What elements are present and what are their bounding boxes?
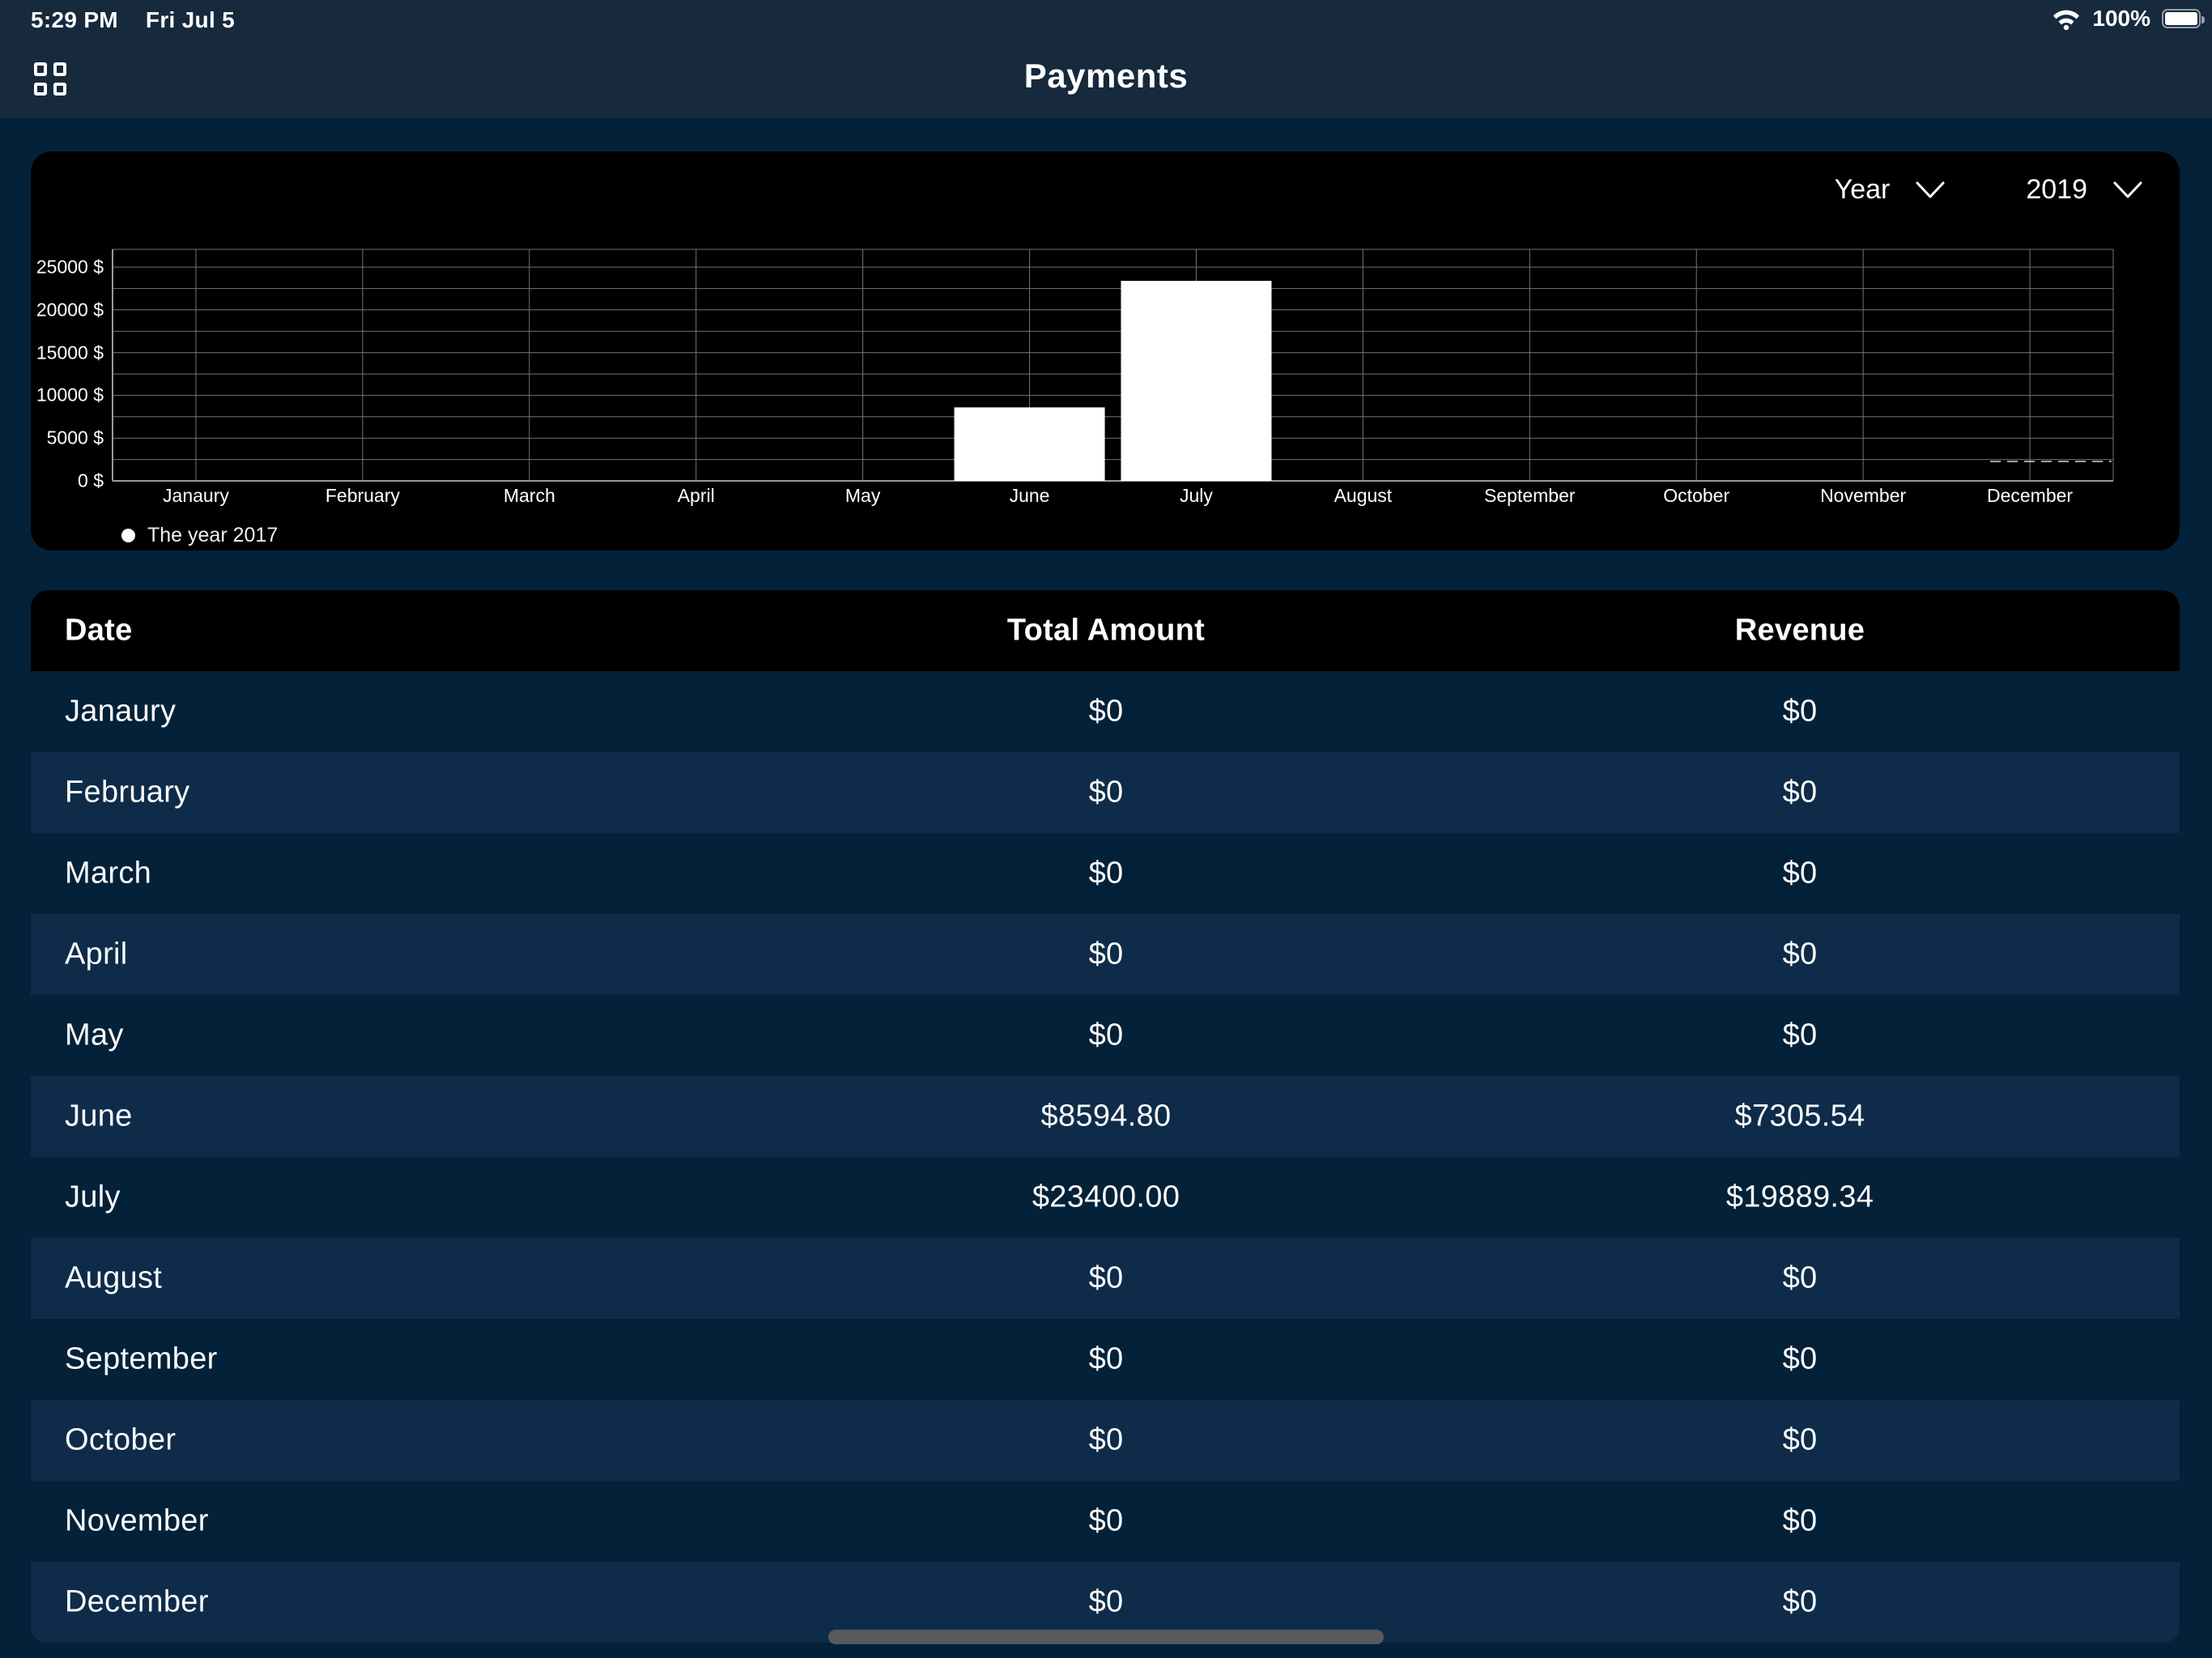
status-date: Fri Jul 5 [145,7,235,32]
row-date: November [65,1503,209,1538]
row-total-amount: $0 [1088,775,1124,810]
status-time: 5:29 PM [31,7,118,32]
y-tick-label: 0 $ [78,470,104,491]
row-date: October [65,1422,177,1457]
row-revenue: $0 [1782,1018,1818,1052]
table-row-august: August $0 $0 [31,1238,2180,1319]
row-date: September [65,1341,218,1376]
table-body: Janaury $0 $0 February $0 $0 March $0 $0 April $0 $… [31,671,2180,1643]
row-revenue: $0 [1782,1503,1818,1538]
page-title: Payments [1023,57,1189,95]
row-total-amount: $8594.80 [1040,1099,1172,1133]
battery-icon [2162,9,2205,28]
row-revenue: $0 [1782,694,1818,729]
table-row-janaury: Janaury $0 $0 [31,671,2180,752]
bar-june [954,407,1105,481]
chart-legend: The year 2017 [121,524,278,547]
row-revenue: $0 [1782,1261,1818,1295]
row-revenue: $19889.34 [1725,1180,1874,1214]
chevron-down-icon [2113,181,2142,199]
x-tick-label: Janaury [163,485,229,506]
row-date: July [65,1180,121,1214]
table-row-may: May $0 $0 [31,995,2180,1076]
row-revenue: $0 [1782,856,1818,891]
x-tick-label: November [1820,485,1907,506]
y-tick-label: 25000 $ [36,256,104,278]
row-total-amount: $0 [1088,1584,1124,1619]
table-header: Date Total Amount Revenue [31,590,2180,671]
y-tick-label: 10000 $ [36,384,104,406]
row-revenue: $0 [1782,937,1818,971]
table-row-september: September $0 $0 [31,1319,2180,1400]
legend-dot-icon [121,529,135,542]
x-tick-label: December [1986,485,2074,506]
table-row-march: March $0 $0 [31,833,2180,914]
column-header-total: Total Amount [1006,613,1206,648]
row-total-amount: $0 [1088,1018,1124,1052]
table-row-april: April $0 $0 [31,914,2180,995]
row-revenue: $0 [1782,1341,1818,1376]
x-tick-label: October [1663,485,1730,506]
period-dropdown[interactable]: Year [1835,174,1946,206]
year-dropdown-value: 2019 [2026,174,2087,205]
row-total-amount: $23400.00 [1032,1180,1180,1214]
bar-chart [112,249,2114,482]
row-date: August [65,1261,163,1295]
table-row-november: November $0 $0 [31,1481,2180,1562]
bar-july [1121,280,1272,481]
row-total-amount: $0 [1088,1341,1124,1376]
period-dropdown-label: Year [1834,174,1891,205]
x-tick-label: February [325,485,400,506]
row-date: December [65,1584,209,1619]
row-revenue: $0 [1782,775,1818,810]
status-bar-right: 100% [2052,6,2205,32]
table-row-february: February $0 $0 [31,752,2180,833]
battery-percent: 100% [2092,6,2150,31]
row-date: April [65,937,128,971]
x-tick-label: August [1334,485,1393,506]
row-date: June [65,1099,133,1133]
row-total-amount: $0 [1088,1261,1124,1295]
column-header-date: Date [65,613,133,648]
row-revenue: $0 [1782,1422,1818,1457]
x-tick-label: May [844,485,881,506]
apps-grid-icon[interactable] [34,62,66,96]
row-date: March [65,856,152,891]
row-total-amount: $0 [1088,856,1124,891]
row-total-amount: $0 [1088,937,1124,971]
x-tick-label: September [1484,485,1576,506]
table-row-october: October $0 $0 [31,1400,2180,1481]
row-revenue: $0 [1782,1584,1818,1619]
row-date: May [65,1018,124,1052]
table-row-july: July $23400.00 $19889.34 [31,1157,2180,1238]
row-date: February [65,775,190,810]
chart-controls: Year 2019 [1835,174,2142,206]
y-tick-label: 20000 $ [36,299,104,321]
chart-panel: Year 2019 0 $ 5000 $ 10000 $ 15000 $ 20000 $… [31,151,2180,551]
chevron-down-icon [1916,181,1945,199]
year-dropdown[interactable]: 2019 [2026,174,2142,206]
row-total-amount: $0 [1088,1503,1124,1538]
wifi-icon [2052,8,2081,30]
y-tick-label: 15000 $ [36,342,104,363]
table-row-december: December $0 $0 [31,1562,2180,1643]
y-tick-label: 5000 $ [46,427,104,449]
status-bar-left: 5:29 PM Fri Jul 5 [31,7,235,33]
row-date: Janaury [65,694,177,729]
top-bar: 5:29 PM Fri Jul 5 100% Payments [0,0,2212,118]
home-indicator[interactable] [828,1630,1384,1644]
row-total-amount: $0 [1088,694,1124,729]
row-total-amount: $0 [1088,1422,1124,1457]
legend-label: The year 2017 [147,524,279,546]
table-row-june: June $8594.80 $7305.54 [31,1076,2180,1157]
x-tick-label: March [503,485,555,506]
column-header-revenue: Revenue [1734,613,1865,648]
x-tick-label: April [677,485,715,506]
x-tick-label: June [1009,485,1050,506]
x-tick-label: July [1180,485,1213,506]
row-revenue: $7305.54 [1734,1099,1865,1133]
